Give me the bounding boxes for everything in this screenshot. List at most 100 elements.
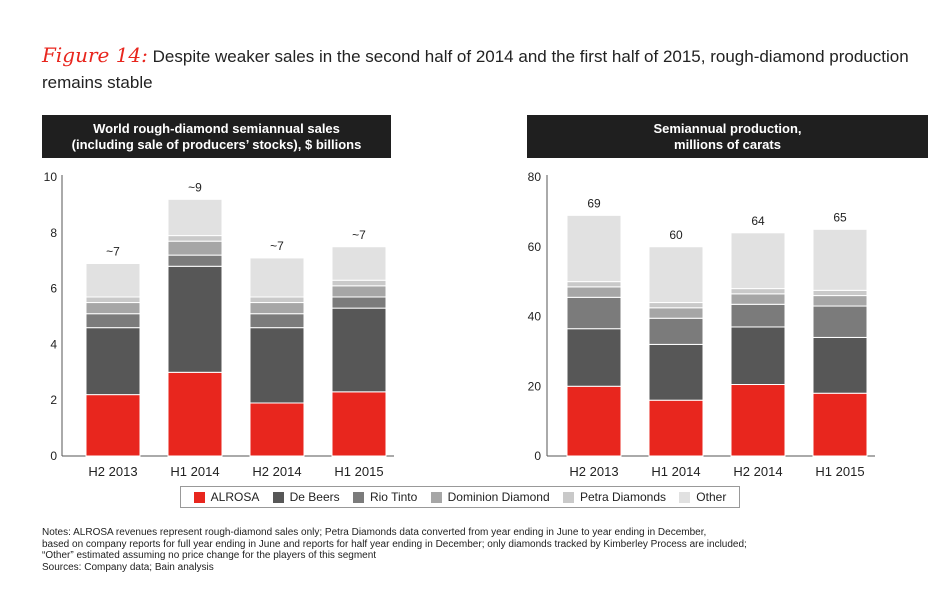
sales-bar-petra-diamonds-h2-2014 bbox=[249, 296, 305, 304]
sales-bar-dominion-diamond-h2-2014 bbox=[249, 302, 305, 315]
legend-item-de-beers: De Beers bbox=[272, 490, 340, 504]
production-y-tick-label: 40 bbox=[528, 310, 542, 324]
production-bar-alrosa-h2-2013 bbox=[566, 385, 622, 457]
legend-item-petra-diamonds: Petra Diamonds bbox=[562, 490, 666, 504]
production-bar-rio-tinto-h1-2015 bbox=[812, 305, 868, 338]
figure-label: Figure 14: bbox=[42, 43, 148, 67]
sales-y-tick-label: 6 bbox=[50, 282, 57, 296]
sales-bar-petra-diamonds-h1-2015 bbox=[331, 279, 387, 287]
sales-bar-de-beers-h1-2015 bbox=[331, 307, 387, 393]
sales-header-line1: World rough-diamond semiannual sales bbox=[93, 120, 340, 136]
sales-total-label: ~7 bbox=[352, 228, 366, 242]
chart-legend: ALROSA De Beers Rio Tinto Dominion Diamo… bbox=[180, 486, 740, 508]
sales-bar-de-beers-h1-2014 bbox=[167, 265, 223, 373]
production-y-tick-label: 60 bbox=[528, 240, 542, 254]
sales-y-tick-label: 10 bbox=[44, 170, 58, 184]
production-bar-other-h1-2015 bbox=[812, 228, 868, 291]
production-bar-dominion-diamond-h1-2014 bbox=[648, 307, 704, 319]
production-category-label: H1 2015 bbox=[815, 464, 864, 479]
sales-category-label: H1 2014 bbox=[170, 464, 219, 479]
sales-bar-other-h2-2013 bbox=[85, 262, 141, 298]
production-total-label: 60 bbox=[669, 228, 683, 242]
legend-item-rio-tinto: Rio Tinto bbox=[352, 490, 418, 504]
sales-category-label: H2 2014 bbox=[252, 464, 301, 479]
production-bar-other-h1-2014 bbox=[648, 246, 704, 304]
footnotes: Notes: ALROSA revenues represent rough-d… bbox=[42, 527, 922, 573]
legend-swatch-petra-diamonds bbox=[562, 491, 574, 503]
legend-swatch-rio-tinto bbox=[352, 491, 364, 503]
legend-item-other: Other bbox=[679, 490, 726, 504]
production-bar-petra-diamonds-h1-2014 bbox=[648, 302, 704, 309]
production-total-label: 65 bbox=[833, 210, 847, 224]
legend-label-petra-diamonds: Petra Diamonds bbox=[579, 490, 666, 504]
sales-bar-rio-tinto-h1-2014 bbox=[167, 254, 223, 267]
production-panel-header: Semiannual production, millions of carat… bbox=[527, 115, 928, 158]
production-bar-dominion-diamond-h2-2014 bbox=[730, 293, 786, 305]
production-bar-petra-diamonds-h2-2014 bbox=[730, 288, 786, 295]
production-y-tick-label: 0 bbox=[534, 449, 541, 463]
production-bar-rio-tinto-h1-2014 bbox=[648, 317, 704, 345]
sales-bar-petra-diamonds-h1-2014 bbox=[167, 235, 223, 242]
production-bar-dominion-diamond-h1-2015 bbox=[812, 295, 868, 307]
production-bar-alrosa-h1-2015 bbox=[812, 392, 868, 457]
sales-bar-other-h2-2014 bbox=[249, 257, 305, 298]
sales-bar-alrosa-h1-2014 bbox=[167, 371, 223, 457]
legend-label-alrosa: ALROSA bbox=[210, 490, 260, 504]
sales-bar-rio-tinto-h2-2014 bbox=[249, 313, 305, 329]
legend-item-alrosa: ALROSA bbox=[193, 490, 260, 504]
legend-item-dominion-diamond: Dominion Diamond bbox=[430, 490, 550, 504]
figure-title-text: Despite weaker sales in the second half … bbox=[42, 47, 909, 92]
legend-label-dominion-diamond: Dominion Diamond bbox=[447, 490, 550, 504]
legend-swatch-dominion-diamond bbox=[430, 491, 442, 503]
figure-title: Figure 14: Despite weaker sales in the s… bbox=[42, 42, 922, 96]
sales-bar-de-beers-h2-2013 bbox=[85, 327, 141, 396]
legend-label-rio-tinto: Rio Tinto bbox=[369, 490, 418, 504]
production-bar-alrosa-h2-2014 bbox=[730, 384, 786, 457]
sales-category-label: H2 2013 bbox=[88, 464, 137, 479]
sales-bar-other-h1-2014 bbox=[167, 198, 223, 237]
sales-total-label: ~9 bbox=[188, 180, 202, 194]
production-bar-de-beers-h2-2013 bbox=[566, 328, 622, 387]
production-total-label: 64 bbox=[751, 214, 765, 228]
sales-bar-alrosa-h2-2014 bbox=[249, 402, 305, 457]
footnote-line-1: Notes: ALROSA revenues represent rough-d… bbox=[42, 527, 707, 538]
sales-bar-dominion-diamond-h2-2013 bbox=[85, 302, 141, 315]
production-header-line2: millions of carats bbox=[674, 136, 781, 152]
production-bar-other-h2-2013 bbox=[566, 214, 622, 283]
production-y-tick-label: 80 bbox=[528, 170, 542, 184]
sales-bar-other-h1-2015 bbox=[331, 246, 387, 281]
sales-bar-petra-diamonds-h2-2013 bbox=[85, 296, 141, 304]
footnote-line-2: based on company reports for full year e… bbox=[42, 538, 747, 550]
footnote-line-3: “Other” estimated assuming no price chan… bbox=[42, 550, 377, 561]
sales-bar-rio-tinto-h2-2013 bbox=[85, 313, 141, 329]
production-y-tick-label: 20 bbox=[528, 379, 542, 393]
legend-label-other: Other bbox=[696, 490, 727, 504]
sales-bar-dominion-diamond-h1-2015 bbox=[331, 285, 387, 298]
production-bar-petra-diamonds-h2-2013 bbox=[566, 281, 622, 288]
sales-panel-header: World rough-diamond semiannual sales (in… bbox=[42, 115, 391, 158]
production-bar-de-beers-h1-2014 bbox=[648, 343, 704, 401]
sales-y-tick-label: 8 bbox=[50, 226, 57, 240]
sales-y-tick-label: 0 bbox=[50, 449, 57, 463]
production-bar-rio-tinto-h2-2014 bbox=[730, 303, 786, 328]
production-header-line1: Semiannual production, bbox=[653, 120, 802, 136]
sales-bar-rio-tinto-h1-2015 bbox=[331, 296, 387, 309]
sales-bar-alrosa-h2-2013 bbox=[85, 394, 141, 457]
sales-header-line2: (including sale of producers’ stocks), $… bbox=[71, 136, 362, 152]
production-bar-other-h2-2014 bbox=[730, 232, 786, 290]
production-bar-petra-diamonds-h1-2015 bbox=[812, 289, 868, 297]
production-category-label: H2 2014 bbox=[733, 464, 782, 479]
production-bar-dominion-diamond-h2-2013 bbox=[566, 286, 622, 298]
production-bar-rio-tinto-h2-2013 bbox=[566, 296, 622, 330]
production-total-label: 69 bbox=[587, 196, 601, 210]
sales-bar-alrosa-h1-2015 bbox=[331, 391, 387, 457]
production-bar-de-beers-h1-2015 bbox=[812, 336, 868, 394]
legend-swatch-de-beers bbox=[272, 491, 284, 503]
sales-total-label: ~7 bbox=[270, 239, 284, 253]
footnote-line-4: Sources: Company data; Bain analysis bbox=[42, 561, 214, 573]
sales-y-tick-label: 4 bbox=[50, 337, 57, 351]
sales-bar-de-beers-h2-2014 bbox=[249, 327, 305, 404]
production-bar-de-beers-h2-2014 bbox=[730, 326, 786, 386]
sales-bar-dominion-diamond-h1-2014 bbox=[167, 240, 223, 256]
